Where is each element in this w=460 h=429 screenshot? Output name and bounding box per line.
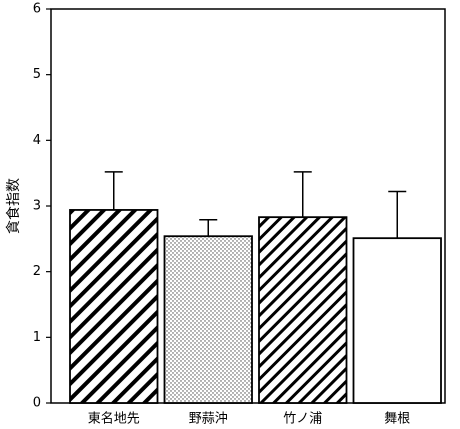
y-axis-label: 貪食指数 <box>5 178 22 234</box>
bar <box>352 237 442 404</box>
y-tick-label: 3 <box>33 199 41 214</box>
y-tick-label: 6 <box>33 2 41 17</box>
x-tick-label: 竹ノ浦 <box>283 412 322 427</box>
y-tick-label: 5 <box>33 67 41 82</box>
y-tick-label: 0 <box>33 396 41 411</box>
bar <box>69 209 159 404</box>
bar <box>163 235 253 404</box>
x-tick-label: 野蒜沖 <box>189 412 228 427</box>
x-tick-label: 東名地先 <box>88 411 140 427</box>
bar <box>258 216 348 404</box>
y-tick-label: 2 <box>33 264 41 279</box>
y-tick-label: 1 <box>33 330 41 345</box>
y-tick-label: 4 <box>33 133 41 148</box>
x-tick-label: 舞根 <box>384 412 410 427</box>
